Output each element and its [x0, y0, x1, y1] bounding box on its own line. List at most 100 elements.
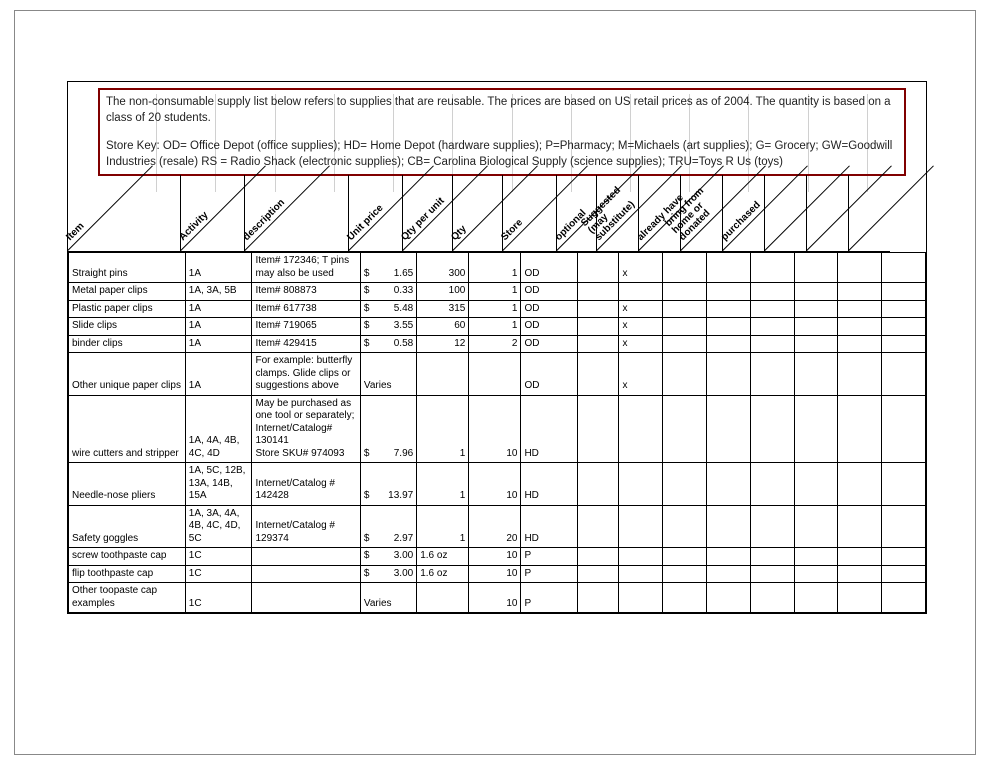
header-cell-qty_per_unit: Qty per unit — [402, 175, 452, 251]
cell-purchased — [750, 565, 794, 583]
cell-qty-per-unit: 12 — [417, 335, 469, 353]
cell-qty: 10 — [469, 548, 521, 566]
cell-item: screw toothpaste cap — [69, 548, 186, 566]
table-row: binder clips1AItem# 429415$0.58122ODx — [69, 335, 926, 353]
cell-blank — [882, 253, 926, 283]
cell-optional — [577, 395, 619, 463]
header-cell-store: Store — [502, 175, 556, 251]
header-cell-item: Item — [68, 175, 180, 251]
cell-activity: 1A, 4A, 4B, 4C, 4D — [185, 395, 252, 463]
cell-blank — [838, 395, 882, 463]
cell-blank — [882, 463, 926, 506]
cell-already-have — [663, 353, 707, 396]
header-diagonal — [67, 166, 153, 252]
cell-qty-per-unit: 300 — [417, 253, 469, 283]
cell-blank — [882, 300, 926, 318]
table-row: Slide clips1AItem# 719065$3.55601ODx — [69, 318, 926, 336]
header-cell-unit_price: Unit price — [348, 175, 402, 251]
header-label-activity: Activity — [177, 210, 210, 243]
cell-activity: 1A — [185, 318, 252, 336]
cell-already-have — [663, 583, 707, 613]
table-row: Needle-nose pliers1A, 5C, 12B, 13A, 14B,… — [69, 463, 926, 506]
cell-qty-per-unit: 1.6 oz — [417, 565, 469, 583]
cell-description: Item# 808873 — [252, 283, 360, 301]
cell-qty-per-unit: 60 — [417, 318, 469, 336]
cell-qty-per-unit — [417, 583, 469, 613]
cell-blank — [794, 463, 838, 506]
cell-suggested: x — [619, 353, 663, 396]
cell-suggested — [619, 565, 663, 583]
cell-blank — [794, 353, 838, 396]
cell-optional — [577, 565, 619, 583]
cell-activity: 1C — [185, 548, 252, 566]
cell-purchased — [750, 300, 794, 318]
cell-qty-per-unit: 1 — [417, 463, 469, 506]
cell-blank — [794, 335, 838, 353]
cell-blank — [882, 565, 926, 583]
cell-blank — [882, 583, 926, 613]
supply-table: Straight pins 1A Item# 172346; T pins may … — [68, 252, 926, 613]
header-cell-description: description — [244, 175, 348, 251]
cell-item: Other unique paper clips — [69, 353, 186, 396]
cell-blank — [838, 335, 882, 353]
cell-description: Item# 172346; T pins may also be used — [252, 253, 360, 283]
cell-blank — [794, 283, 838, 301]
cell-suggested: x — [619, 318, 663, 336]
cell-optional — [577, 335, 619, 353]
cell-purchased — [750, 283, 794, 301]
cell-unit-price: Varies — [360, 353, 416, 396]
cell-unit-price: $5.48 — [360, 300, 416, 318]
cell-bring-from — [707, 318, 751, 336]
cell-activity: 1A, 3A, 5B — [185, 283, 252, 301]
cell-purchased — [750, 353, 794, 396]
page-frame: The non-consumable supply list below ref… — [14, 10, 976, 755]
cell-purchased — [750, 253, 794, 283]
cell-bring-from — [707, 505, 751, 548]
cell-unit-price: $3.00 — [360, 548, 416, 566]
cell-item: binder clips — [69, 335, 186, 353]
cell-optional — [577, 353, 619, 396]
cell-optional — [577, 548, 619, 566]
header-cell-purchased: purchased — [722, 175, 764, 251]
cell-qty-per-unit: 1.6 oz — [417, 548, 469, 566]
cell-blank — [838, 548, 882, 566]
cell-blank — [838, 463, 882, 506]
cell-description: Item# 617738 — [252, 300, 360, 318]
cell-bring-from — [707, 335, 751, 353]
cell-description: Item# 719065 — [252, 318, 360, 336]
cell-description — [252, 565, 360, 583]
cell-activity: 1C — [185, 565, 252, 583]
cell-unit-price: Varies — [360, 583, 416, 613]
cell-already-have — [663, 283, 707, 301]
cell-suggested: x — [619, 300, 663, 318]
cell-blank — [882, 283, 926, 301]
cell-description: Internet/Catalog # 129374 — [252, 505, 360, 548]
cell-qty: 1 — [469, 318, 521, 336]
table-row: screw toothpaste cap1C$3.001.6 oz10P — [69, 548, 926, 566]
table-row: wire cutters and stripper1A, 4A, 4B, 4C,… — [69, 395, 926, 463]
cell-store: P — [521, 583, 577, 613]
cell-blank — [882, 505, 926, 548]
sheet-border: The non-consumable supply list below ref… — [67, 81, 927, 614]
cell-blank — [794, 505, 838, 548]
cell-blank — [794, 583, 838, 613]
cell-blank — [794, 253, 838, 283]
table-row: Other unique paper clips1AFor example: b… — [69, 353, 926, 396]
cell-item: Straight pins — [69, 253, 186, 283]
cell-unit-price: $0.33 — [360, 283, 416, 301]
cell-optional — [577, 253, 619, 283]
header-cell-bring_from: bring fromhome ordonated — [680, 175, 722, 251]
cell-suggested — [619, 283, 663, 301]
cell-qty-per-unit: 315 — [417, 300, 469, 318]
cell-qty: 10 — [469, 583, 521, 613]
cell-item: Safety goggles — [69, 505, 186, 548]
cell-qty: 2 — [469, 335, 521, 353]
cell-qty — [469, 353, 521, 396]
cell-purchased — [750, 318, 794, 336]
cell-qty: 10 — [469, 565, 521, 583]
cell-store: OD — [521, 283, 577, 301]
cell-item: Needle-nose pliers — [69, 463, 186, 506]
header-label-unit_price: Unit price — [345, 203, 385, 243]
cell-already-have — [663, 395, 707, 463]
cell-suggested — [619, 583, 663, 613]
